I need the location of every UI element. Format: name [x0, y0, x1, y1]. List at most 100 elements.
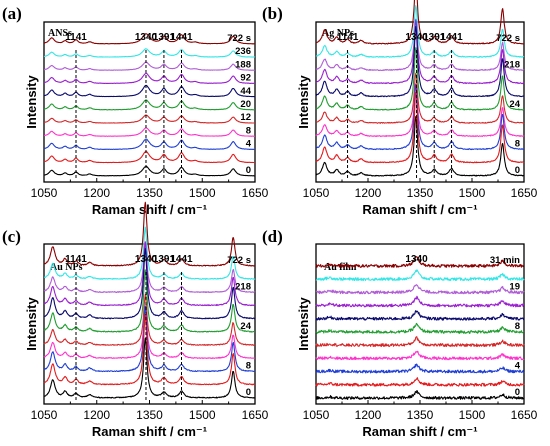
panel-label: (a)	[2, 4, 22, 23]
spectrum-trace	[315, 336, 525, 348]
x-tick-label: 1050	[31, 186, 58, 200]
time-label: 722 s	[227, 33, 251, 44]
x-tick-label: 1500	[459, 186, 486, 200]
time-label: 4	[515, 361, 521, 372]
time-label: 218	[504, 59, 520, 70]
spectrum-trace	[43, 72, 256, 84]
time-label: 722 s	[227, 255, 251, 266]
spectrum-trace	[315, 295, 525, 308]
x-tick-label: 1200	[355, 186, 382, 200]
time-label: 4	[246, 139, 252, 150]
x-tick-label: 1200	[355, 408, 382, 422]
spectrum-trace	[315, 350, 525, 361]
spectrum-trace	[43, 201, 256, 267]
spectrum-trace	[315, 18, 525, 72]
spectrum-trace	[315, 363, 525, 374]
spectrum-trace	[315, 322, 525, 334]
peak-label: 1340	[135, 32, 158, 43]
spectrum-trace	[315, 0, 525, 45]
x-tick-label: 1650	[511, 408, 538, 422]
x-axis-title: Raman shift / cm⁻¹	[362, 202, 477, 217]
time-label: 218	[235, 281, 251, 292]
spectrum-trace	[315, 47, 525, 111]
y-axis-title: Intensity	[24, 297, 39, 351]
panel-label: (d)	[262, 227, 283, 246]
spectrum-trace	[43, 84, 256, 98]
x-tick-label: 1350	[136, 408, 163, 422]
time-label: 0	[246, 165, 251, 176]
spectrum-trace	[43, 226, 256, 280]
spectrum-trace	[43, 294, 256, 346]
peak-label: 1141	[65, 254, 87, 265]
panel-label: (b)	[262, 4, 283, 23]
x-tick-label: 1050	[303, 408, 330, 422]
peak-label: 1340	[405, 32, 428, 43]
x-tick-label: 1200	[83, 408, 110, 422]
x-tick-label: 1650	[242, 408, 269, 422]
x-tick-label: 1500	[189, 408, 216, 422]
time-label: 24	[240, 321, 251, 332]
sample-label: Au NPs	[50, 262, 83, 273]
spectrum-trace	[315, 4, 525, 58]
time-label: 12	[240, 112, 251, 123]
spectrum-trace	[315, 284, 525, 295]
spectrum-trace	[315, 92, 525, 164]
peak-label: 1340	[135, 254, 158, 265]
spectrum-trace	[315, 72, 525, 124]
time-label: 44	[240, 86, 251, 97]
sample-label: Ag NPs	[322, 28, 354, 39]
spectrum-trace	[43, 248, 256, 320]
spectrum-trace	[315, 310, 525, 321]
panel-d: (d) Au film 1340 31 min 19 8 4 0 1050 1200 1350 150…	[262, 227, 538, 439]
sample-label: ANSs	[48, 28, 72, 39]
x-tick-label: 1350	[407, 408, 434, 422]
time-label: 8	[515, 139, 520, 150]
sample-label: Au film	[324, 262, 357, 273]
spectrum-trace	[43, 114, 256, 124]
x-tick-label: 1350	[136, 186, 163, 200]
x-tick-label: 1050	[303, 186, 330, 200]
spectrum-trace	[43, 241, 256, 294]
time-label: 0	[246, 387, 251, 398]
spectrum-trace	[43, 127, 256, 137]
x-axis-title: Raman shift / cm⁻¹	[362, 424, 477, 439]
time-label: 24	[509, 99, 520, 110]
time-label: 92	[240, 73, 251, 84]
x-tick-label: 1650	[242, 186, 269, 200]
peak-label: 1141	[337, 32, 359, 43]
time-label: 0	[515, 387, 520, 398]
x-tick-label: 1500	[459, 408, 486, 422]
spectrum-trace	[43, 305, 256, 373]
spectrum-trace	[43, 151, 256, 164]
spectrum-trace	[315, 19, 525, 85]
time-label: 0	[515, 165, 520, 176]
time-label: 8	[246, 125, 251, 136]
spectrum-trace	[315, 83, 525, 137]
x-axis-title: Raman shift / cm⁻¹	[92, 202, 207, 217]
peak-label: 1441	[440, 32, 463, 43]
y-axis-title: Intensity	[296, 297, 311, 351]
spectrum-trace	[315, 116, 525, 177]
spectrum-trace	[43, 314, 256, 386]
time-label: 722 s	[496, 33, 520, 44]
peak-label: 1340	[405, 254, 428, 265]
x-tick-label: 1500	[189, 186, 216, 200]
spectrum-trace	[43, 99, 256, 111]
peak-label: 1141	[65, 32, 87, 43]
peak-label: 1391	[153, 32, 176, 43]
x-tick-label: 1350	[407, 186, 434, 200]
spectrum-trace	[315, 256, 525, 268]
peak-label: 1391	[153, 254, 176, 265]
time-label: 8	[515, 321, 520, 332]
time-label: 31 min	[490, 255, 520, 266]
spectrum-trace	[43, 61, 256, 71]
peak-label: 1441	[170, 254, 193, 265]
time-label: 188	[235, 59, 251, 70]
spectrum-trace	[43, 241, 256, 307]
panel-label: (c)	[2, 227, 21, 246]
time-label: 20	[240, 99, 251, 110]
